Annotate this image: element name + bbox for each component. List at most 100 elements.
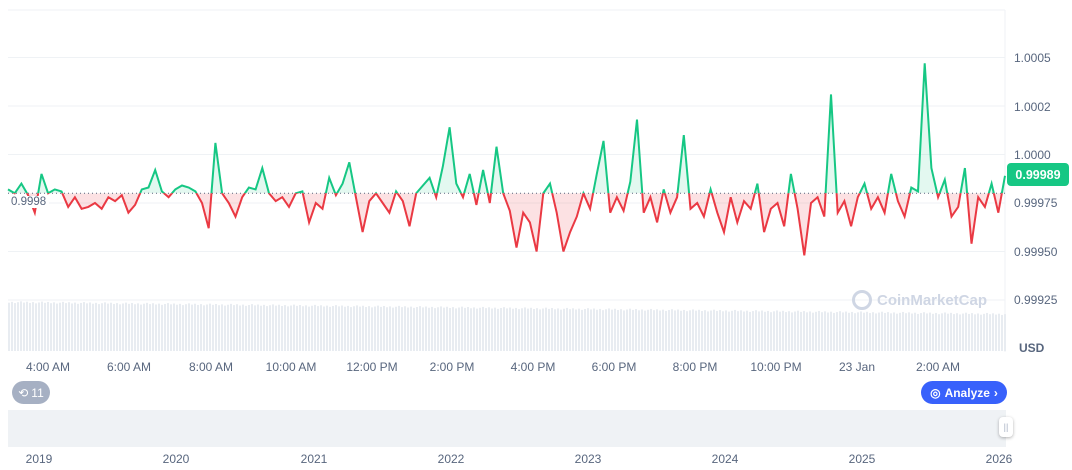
volume-bar [755,310,757,351]
volume-bar [968,313,970,351]
volume-bar [587,308,589,351]
volume-bar [902,311,904,351]
volume-bar [254,305,256,351]
volume-bar [512,308,514,351]
volume-bar [905,313,907,351]
volume-bar [965,312,967,351]
navigator-year-label: 2022 [437,452,465,466]
volume-bar [815,311,817,351]
volume-bar [911,313,913,351]
volume-bar [950,312,952,351]
volume-bar [731,310,733,351]
volume-bar [275,305,277,351]
volume-bar [488,307,490,351]
navigator-year-label: 2019 [25,452,53,466]
volume-bar [200,304,202,351]
volume-bar [50,303,52,351]
volume-bar [572,308,574,351]
volume-bar [140,304,142,351]
range-navigator[interactable] [8,410,1006,447]
volume-bar [716,310,718,351]
volume-bar [527,308,529,351]
volume-bar [641,309,643,351]
volume-bar [959,314,961,351]
volume-bar [953,314,955,351]
volume-bar [452,307,454,351]
volume-bar [311,305,313,351]
volume-bar [929,312,931,351]
volume-bar [698,309,700,351]
volume-bar [575,309,577,351]
volume-bar [611,309,613,351]
volume-bar [299,305,301,351]
volume-bar [302,306,304,351]
volume-bar [899,312,901,351]
volume-bar [620,309,622,351]
volume-bar [269,305,271,351]
volume-bar [218,305,220,351]
volume-bar [278,304,280,351]
volume-bar [590,309,592,351]
volume-bar [65,303,67,351]
volume-bar [353,306,355,351]
volume-bar [335,305,337,351]
volume-bar [797,310,799,351]
volume-bar [41,301,43,351]
volume-bar [305,305,307,351]
volume-bar [467,307,469,351]
y-tick-label: 0.99950 [1014,245,1058,259]
volume-bar [425,306,427,351]
volume-bar [107,303,109,351]
volume-bar [875,313,877,351]
volume-bar [920,313,922,351]
volume-bar [167,303,169,351]
volume-bar [632,309,634,351]
volume-bar [92,303,94,351]
analyze-button[interactable]: ◎ Analyze › [921,381,1007,404]
volume-bar [629,308,631,351]
volume-bar [44,302,46,351]
volume-bar [956,313,958,351]
volume-bar [995,314,997,351]
volume-bar [761,310,763,351]
volume-bar [866,311,868,351]
volume-bar [860,311,862,351]
volume-bar [749,311,751,351]
volume-bar [728,311,730,351]
volume-bar [596,309,598,351]
volume-bar [803,311,805,351]
volume-bar [782,310,784,351]
volume-bar [143,303,145,351]
volume-bar [284,305,286,351]
area-below-baseline [27,193,1002,256]
history-button[interactable]: ⟲ 11 [12,381,50,404]
volume-bar [455,308,457,351]
volume-bar [857,312,859,351]
volume-bar [593,308,595,351]
volume-bar [365,306,367,351]
volume-bar [203,305,205,351]
volume-bar [86,303,88,351]
x-tick-label: 12:00 PM [346,360,398,374]
volume-bar [413,307,415,351]
volume-bar [182,305,184,351]
volume-bar [494,307,496,351]
volume-bar [548,308,550,351]
volume-bar [704,310,706,351]
volume-bar [725,310,727,351]
volume-bar [191,304,193,351]
volume-bar [62,301,64,351]
volume-bar [809,311,811,351]
navigator-handle[interactable]: || [999,417,1013,437]
volume-bar [350,307,352,351]
volume-bar [941,313,943,351]
volume-bar [938,314,940,351]
volume-bar [122,303,124,351]
volume-bar [329,306,331,351]
current-price-tag: 0.99989 [1007,163,1069,186]
volume-bar [317,306,319,351]
volume-bar [215,303,217,351]
volume-bar [401,307,403,351]
volume-bar [380,306,382,351]
